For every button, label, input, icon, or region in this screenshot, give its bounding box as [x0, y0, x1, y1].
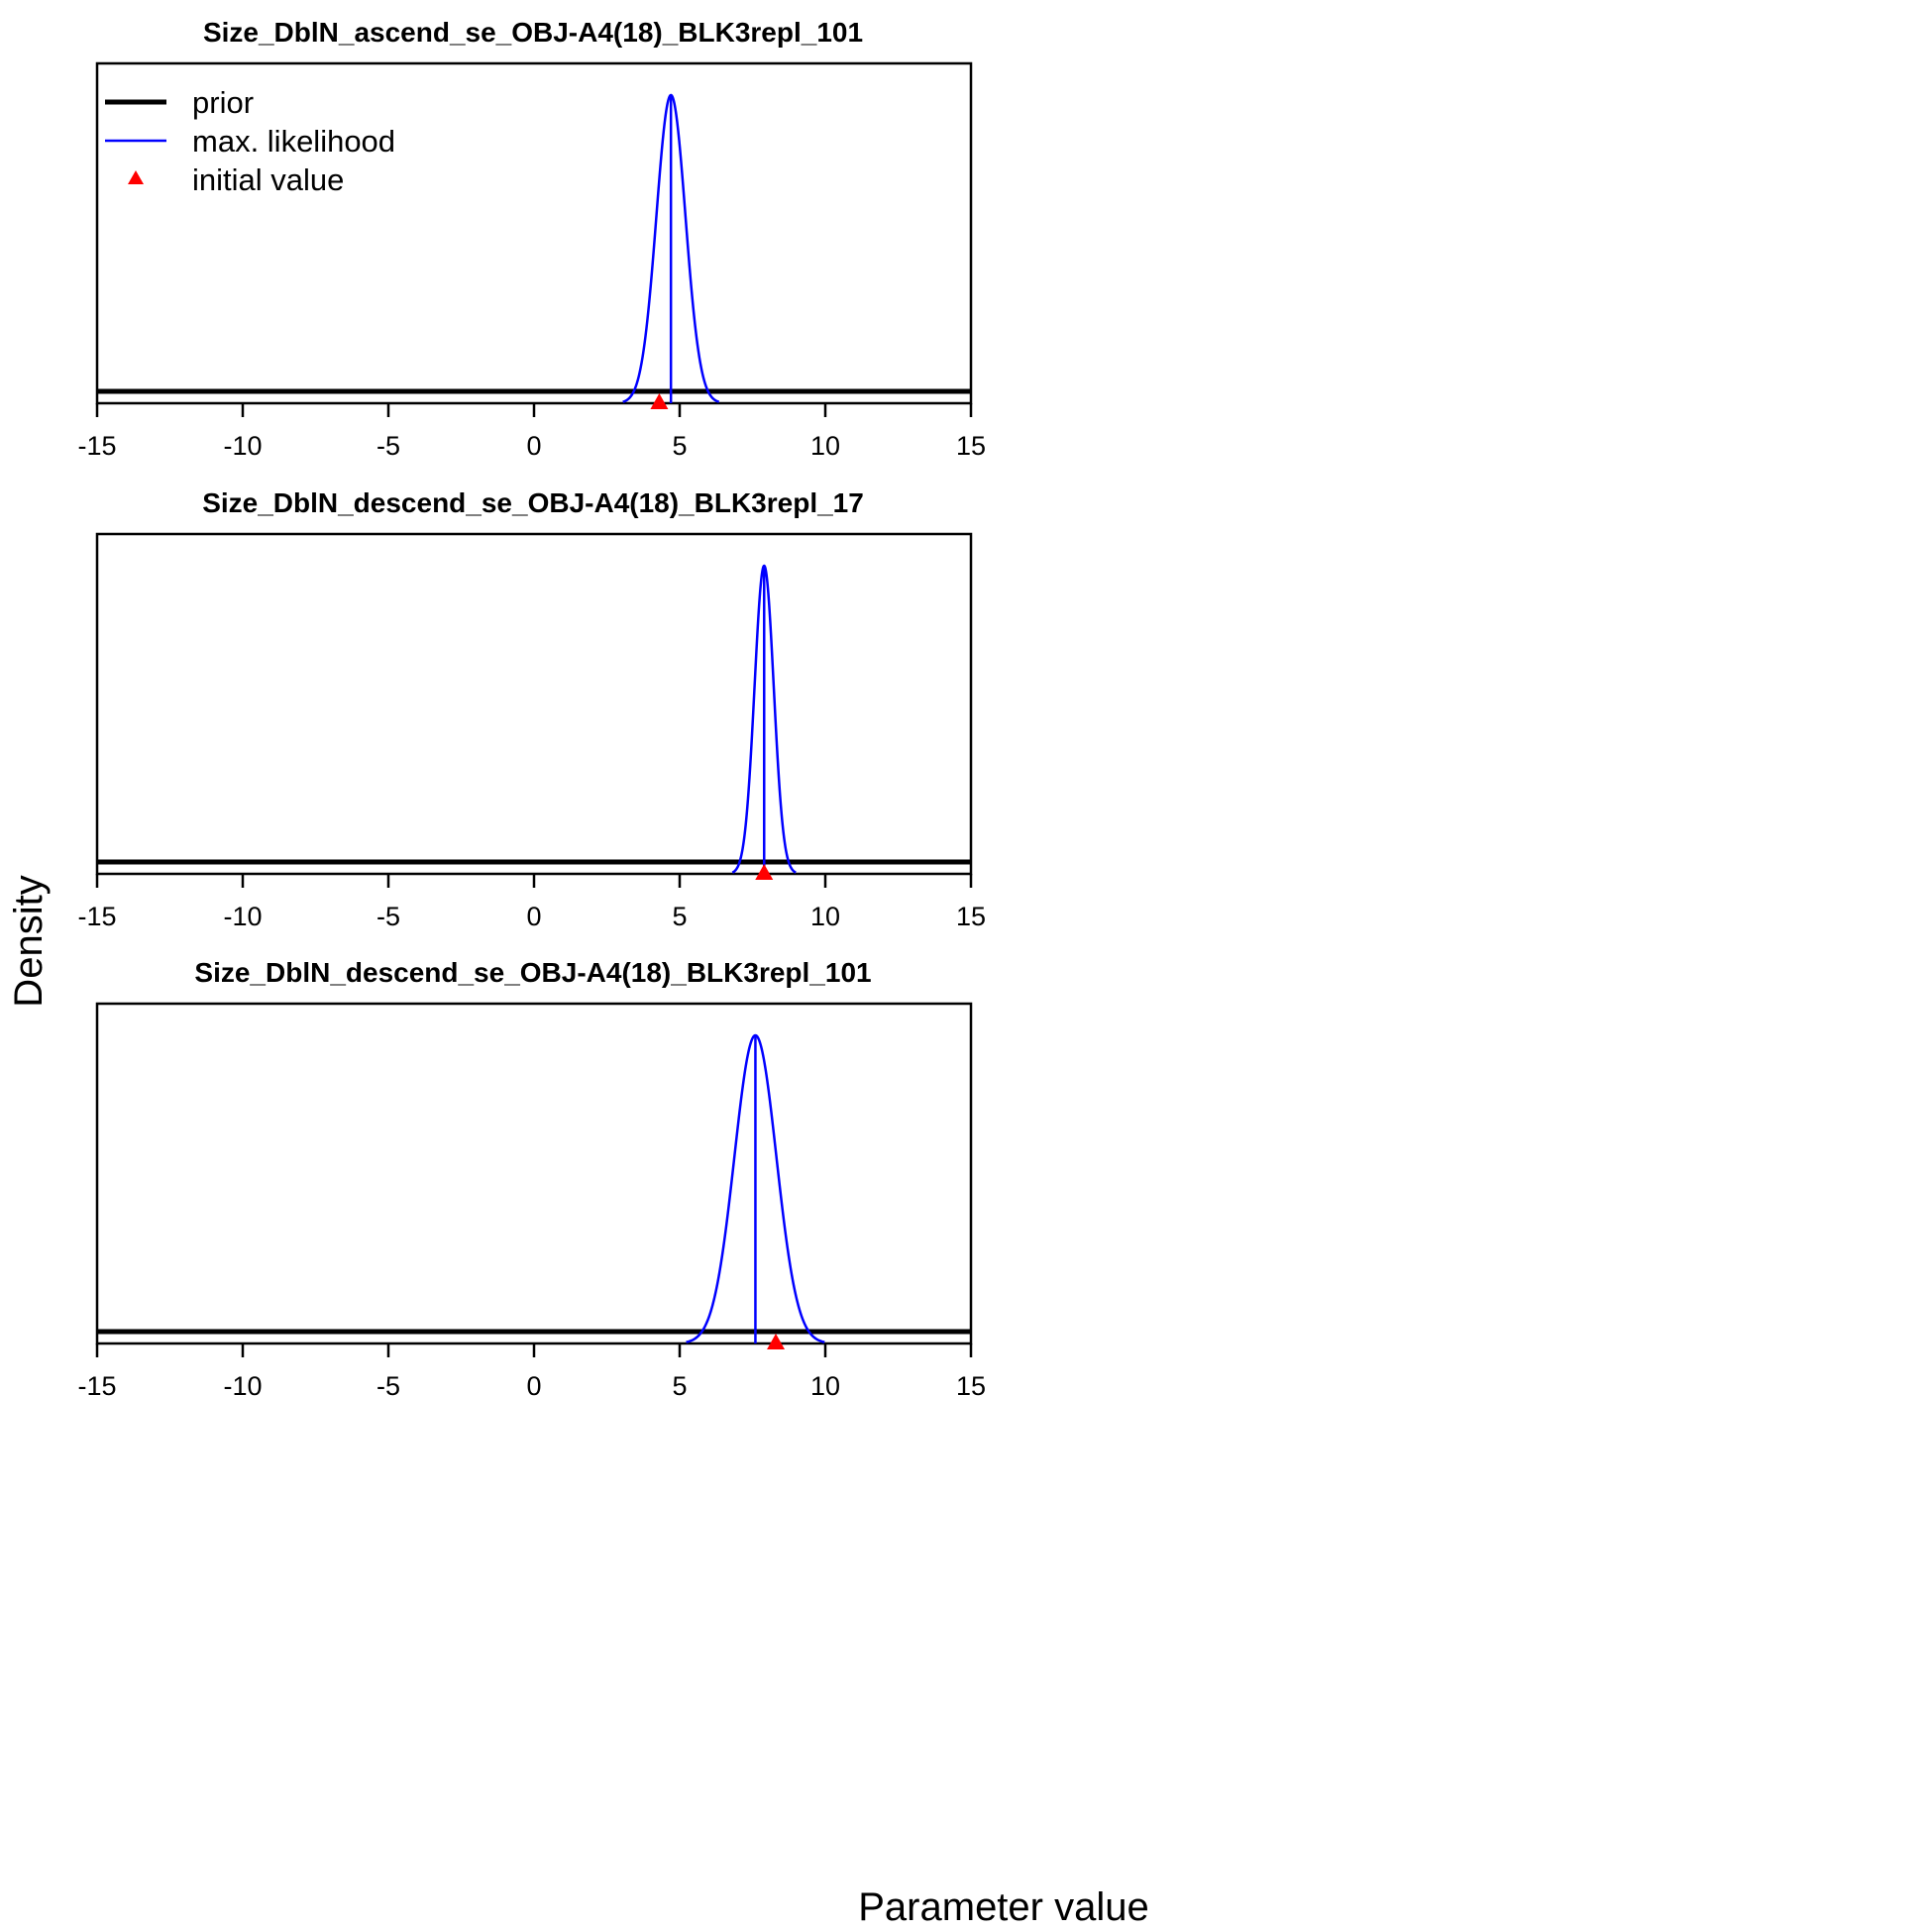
- panel-title: Size_DblN_ascend_se_OBJ-A4(18)_BLK3repl_…: [203, 17, 863, 48]
- x-tick-label: 15: [956, 902, 986, 931]
- x-tick-label: 10: [810, 431, 840, 461]
- initial-value-marker: [650, 393, 669, 409]
- legend: prior max. likelihood initial value: [105, 85, 395, 197]
- panel-marks: -15 -10 -5 0 5 10 15: [77, 1033, 986, 1401]
- panel-title: Size_DblN_descend_se_OBJ-A4(18)_BLK3repl…: [194, 957, 871, 988]
- x-tick-label: -15: [77, 431, 116, 461]
- x-tick-label: 15: [956, 1371, 986, 1401]
- x-tick-label: -5: [376, 902, 400, 931]
- x-tick-label: 0: [526, 431, 541, 461]
- initial-value-marker: [755, 864, 774, 880]
- x-tick-label: -15: [77, 1371, 116, 1401]
- x-tick-label: -5: [376, 1371, 400, 1401]
- panel-title: Size_DblN_descend_se_OBJ-A4(18)_BLK3repl…: [202, 487, 864, 518]
- plot-frame: [95, 532, 973, 876]
- x-tick-label: 5: [672, 431, 687, 461]
- y-axis-title: Density: [7, 875, 51, 1007]
- legend-initial-value-label: initial value: [192, 162, 344, 197]
- plot-frame: [95, 1002, 973, 1345]
- panel-ascend-101: Size_DblN_ascend_se_OBJ-A4(18)_BLK3repl_…: [77, 17, 986, 461]
- initial-value-marker: [767, 1334, 786, 1349]
- x-tick-label: 0: [526, 902, 541, 931]
- panel-marks: -15 -10 -5 0 5 10 15: [77, 93, 986, 461]
- x-axis-title: Parameter value: [858, 1885, 1148, 1929]
- x-tick-label: 5: [672, 902, 687, 931]
- x-tick-label: 15: [956, 431, 986, 461]
- x-tick-label: 10: [810, 1371, 840, 1401]
- x-tick-label: -5: [376, 431, 400, 461]
- x-tick-label: 10: [810, 902, 840, 931]
- panel-descend-101: Size_DblN_descend_se_OBJ-A4(18)_BLK3repl…: [77, 957, 986, 1401]
- legend-initial-value-swatch: [128, 170, 144, 184]
- x-tick-label: 5: [672, 1371, 687, 1401]
- legend-prior-label: prior: [192, 85, 254, 120]
- x-tick-label: -10: [223, 431, 262, 461]
- x-tick-label: -10: [223, 1371, 262, 1401]
- panel-marks: -15 -10 -5 0 5 10 15: [77, 564, 986, 931]
- x-tick-label: 0: [526, 1371, 541, 1401]
- panel-descend-17: Size_DblN_descend_se_OBJ-A4(18)_BLK3repl…: [77, 487, 986, 931]
- x-tick-label: -10: [223, 902, 262, 931]
- legend-mle-label: max. likelihood: [192, 124, 395, 159]
- x-tick-label: -15: [77, 902, 116, 931]
